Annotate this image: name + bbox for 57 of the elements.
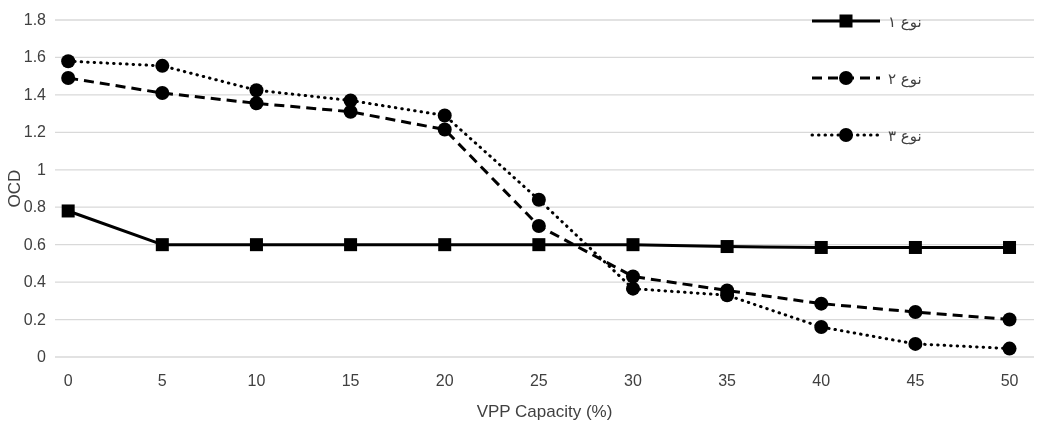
point xyxy=(61,54,76,69)
point xyxy=(908,336,923,351)
y-tick-label: 1.6 xyxy=(23,48,47,66)
point xyxy=(1002,341,1017,356)
x-tick-label: 50 xyxy=(1000,372,1019,389)
point xyxy=(531,192,546,207)
legend-label: نوع ۱ xyxy=(888,13,922,31)
point xyxy=(625,269,640,284)
y-tick-label: 0.2 xyxy=(23,310,47,328)
point xyxy=(531,218,546,233)
point xyxy=(438,238,452,252)
y-tick-label: 0.4 xyxy=(23,273,47,291)
point xyxy=(344,238,358,252)
legend-label: نوع ۲ xyxy=(888,70,922,88)
point xyxy=(249,238,263,252)
x-tick-label: 30 xyxy=(624,372,642,389)
point xyxy=(343,104,358,119)
x-tick-label: 0 xyxy=(63,372,73,389)
y-tick-label: 0 xyxy=(37,348,47,365)
y-tick-label: 1 xyxy=(37,160,47,178)
x-tick-label: 15 xyxy=(341,372,360,389)
point xyxy=(720,240,734,254)
x-tick-label: 40 xyxy=(812,372,831,389)
x-tick-label: 25 xyxy=(529,372,548,389)
point xyxy=(343,93,358,108)
x-axis-title: VPP Capacity (%) xyxy=(476,402,613,421)
point xyxy=(437,108,452,123)
point xyxy=(626,238,640,252)
point xyxy=(61,71,76,86)
point xyxy=(814,320,829,335)
y-tick-label: 1.4 xyxy=(23,85,47,103)
point xyxy=(155,58,170,73)
x-tick-label: 45 xyxy=(906,372,925,389)
point xyxy=(437,122,452,137)
y-tick-label: 0.6 xyxy=(23,235,47,253)
point xyxy=(249,83,264,98)
point xyxy=(625,281,640,296)
point xyxy=(249,96,264,111)
point xyxy=(155,238,169,252)
y-axis-title: OCD xyxy=(5,169,24,208)
point xyxy=(1002,312,1017,327)
x-tick-label: 35 xyxy=(718,372,737,389)
y-tick-label: 1.8 xyxy=(23,11,47,28)
y-tick-label: 0.8 xyxy=(23,198,47,216)
x-tick-label: 20 xyxy=(435,372,454,389)
point xyxy=(155,86,170,101)
point xyxy=(814,296,829,311)
point xyxy=(814,240,828,254)
legend-label: نوع ۳ xyxy=(888,127,922,145)
point xyxy=(908,240,922,254)
point xyxy=(61,204,75,218)
point xyxy=(532,238,546,252)
point xyxy=(908,305,923,320)
point xyxy=(1003,240,1017,254)
x-tick-label: 5 xyxy=(157,372,167,389)
y-tick-label: 1.2 xyxy=(23,123,47,141)
x-tick-label: 10 xyxy=(247,372,266,389)
